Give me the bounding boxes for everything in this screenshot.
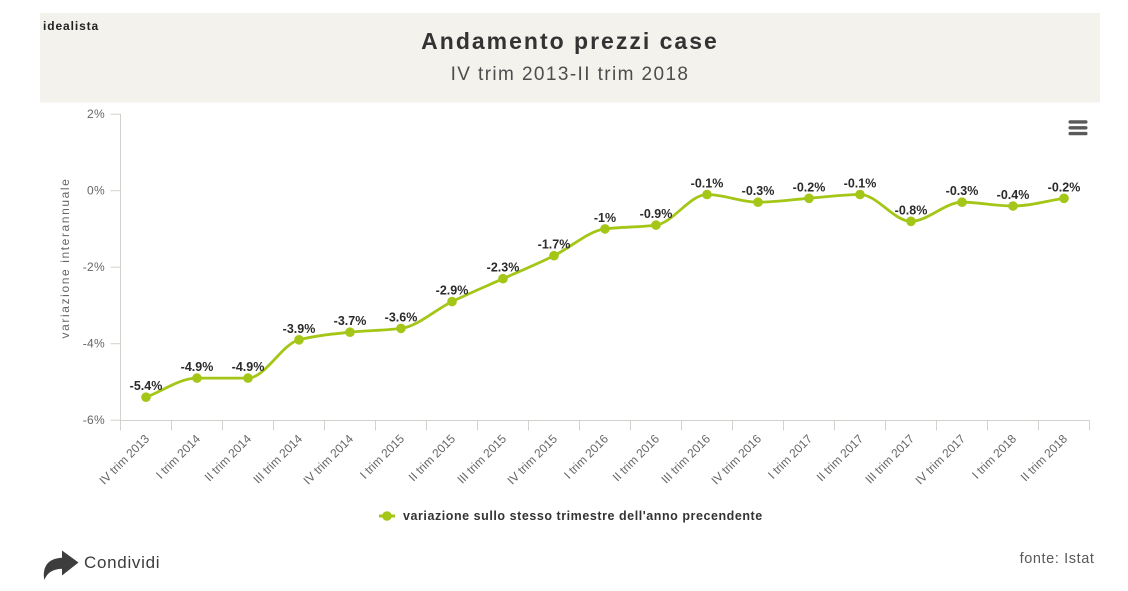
svg-text:IV trim 2013-II trim 2018: IV trim 2013-II trim 2018 (451, 64, 690, 85)
svg-text:-3.7%: -3.7% (334, 314, 367, 328)
svg-text:-0.2%: -0.2% (1048, 180, 1081, 194)
svg-text:III trim 2017: III trim 2017 (862, 431, 917, 486)
svg-text:-2.9%: -2.9% (436, 284, 469, 298)
svg-text:III trim 2016: III trim 2016 (658, 431, 713, 486)
svg-text:-0.3%: -0.3% (946, 184, 979, 198)
svg-text:variazione interannuale: variazione interannuale (58, 178, 72, 339)
svg-text:-6%: -6% (83, 413, 105, 427)
svg-text:Condividi: Condividi (84, 553, 160, 572)
svg-text:2%: 2% (87, 107, 105, 121)
svg-text:IV trim 2013: IV trim 2013 (96, 431, 152, 487)
svg-text:Andamento prezzi case: Andamento prezzi case (421, 28, 719, 54)
svg-text:I trim 2015: I trim 2015 (357, 432, 407, 482)
svg-text:-3.6%: -3.6% (385, 310, 418, 324)
svg-text:0%: 0% (87, 184, 105, 198)
svg-text:II trim 2016: II trim 2016 (610, 431, 663, 484)
svg-text:idealista: idealista (43, 19, 99, 33)
svg-text:II trim 2018: II trim 2018 (1018, 431, 1071, 484)
svg-text:III trim 2015: III trim 2015 (454, 431, 509, 486)
svg-text:-0.4%: -0.4% (997, 188, 1030, 202)
svg-text:IV trim 2015: IV trim 2015 (504, 431, 560, 487)
svg-text:fonte: Istat: fonte: Istat (1020, 551, 1095, 567)
svg-text:-4.9%: -4.9% (181, 360, 214, 374)
svg-text:-0.1%: -0.1% (691, 177, 724, 191)
svg-text:-0.2%: -0.2% (793, 180, 826, 194)
svg-text:-4.9%: -4.9% (232, 360, 265, 374)
svg-text:II trim 2017: II trim 2017 (814, 431, 867, 484)
svg-text:-1%: -1% (594, 211, 616, 225)
svg-text:-3.9%: -3.9% (283, 322, 316, 336)
svg-text:-2%: -2% (83, 260, 105, 274)
svg-text:I trim 2014: I trim 2014 (153, 432, 203, 482)
svg-text:-0.9%: -0.9% (640, 207, 673, 221)
svg-text:II trim 2015: II trim 2015 (406, 431, 459, 484)
svg-text:-0.3%: -0.3% (742, 184, 775, 198)
svg-text:I trim 2018: I trim 2018 (969, 432, 1019, 482)
svg-text:-5.4%: -5.4% (130, 379, 163, 393)
svg-text:-0.8%: -0.8% (895, 203, 928, 217)
svg-text:IV trim 2016: IV trim 2016 (708, 431, 764, 487)
svg-text:-2.3%: -2.3% (487, 261, 520, 275)
svg-text:II trim 2014: II trim 2014 (202, 431, 255, 484)
svg-text:III trim 2014: III trim 2014 (250, 431, 305, 486)
svg-text:I trim 2017: I trim 2017 (765, 432, 815, 482)
svg-text:I trim 2016: I trim 2016 (561, 432, 611, 482)
svg-text:IV trim 2014: IV trim 2014 (300, 431, 356, 487)
svg-text:variazione sullo stesso trimes: variazione sullo stesso trimestre dell'a… (403, 509, 763, 523)
svg-text:-1.7%: -1.7% (538, 238, 571, 252)
svg-text:-4%: -4% (83, 337, 105, 351)
svg-text:-0.1%: -0.1% (844, 177, 877, 191)
svg-text:IV trim 2017: IV trim 2017 (912, 431, 968, 487)
